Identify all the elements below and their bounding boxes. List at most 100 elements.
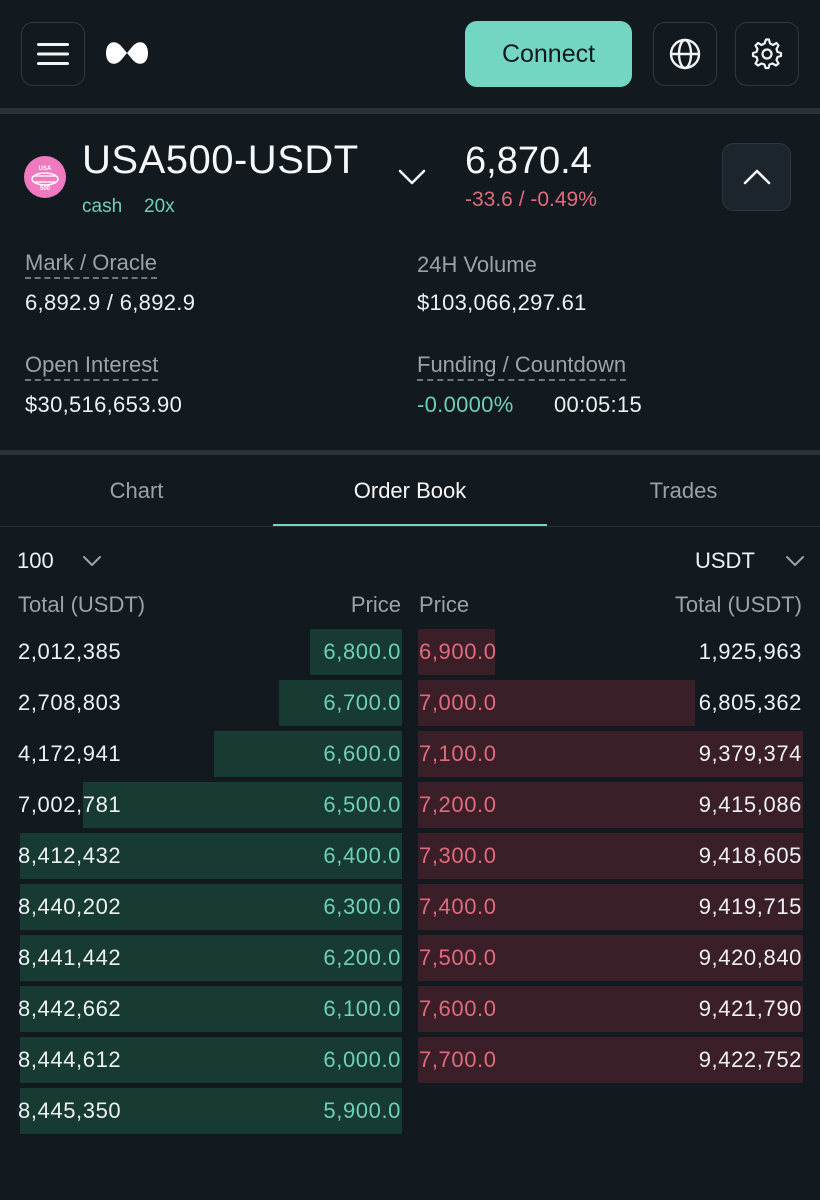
- bid-total[interactable]: 8,445,350: [18, 1098, 122, 1123]
- price-change: -33.6 / -0.49%: [465, 188, 597, 211]
- grouping-value: 100: [17, 548, 54, 573]
- collapse-button[interactable]: [722, 143, 791, 211]
- usa500-coin-icon: USA 500: [27, 159, 63, 195]
- volume-value: $103,066,297.61: [417, 290, 587, 315]
- tab-chart[interactable]: Chart: [109, 478, 164, 503]
- bid-depth-bar: [20, 935, 402, 981]
- ask-price[interactable]: 7,300.0: [419, 843, 497, 868]
- bid-price[interactable]: 6,600.0: [323, 741, 401, 766]
- ask-depth-bar: [418, 935, 803, 981]
- chevron-down-icon[interactable]: [785, 555, 805, 567]
- bid-total[interactable]: 2,708,803: [18, 690, 122, 715]
- ask-price[interactable]: 7,600.0: [419, 996, 497, 1021]
- ask-price[interactable]: 7,100.0: [419, 741, 497, 766]
- bid-price[interactable]: 6,500.0: [323, 792, 401, 817]
- market-type-tag: cash: [82, 196, 123, 217]
- unit-select[interactable]: USDT: [695, 548, 755, 574]
- language-button[interactable]: [653, 22, 717, 86]
- ask-total[interactable]: 9,419,715: [698, 894, 802, 919]
- bid-total[interactable]: 8,440,202: [18, 894, 122, 919]
- bid-depth-bar: [20, 1037, 402, 1083]
- bid-price[interactable]: 6,400.0: [323, 843, 401, 868]
- stats-divider: [0, 450, 820, 455]
- ask-depth-bar: [418, 731, 803, 777]
- chevron-down-icon[interactable]: [398, 168, 426, 186]
- bid-total-header: Total (USDT): [18, 592, 146, 617]
- bid-total[interactable]: 8,412,432: [18, 843, 122, 868]
- tab-order-book[interactable]: Order Book: [353, 478, 467, 503]
- mark-oracle-label[interactable]: Mark / Oracle: [25, 250, 158, 279]
- brand-logo-icon[interactable]: [104, 37, 150, 69]
- bid-depth-bar: [20, 833, 402, 879]
- header-divider: [0, 108, 820, 114]
- ask-price[interactable]: 7,400.0: [419, 894, 497, 919]
- leverage-tag: 20x: [144, 196, 175, 217]
- open-interest-label[interactable]: Open Interest: [25, 352, 159, 381]
- funding-label[interactable]: Funding / Countdown: [417, 352, 627, 381]
- ask-total[interactable]: 6,805,362: [698, 690, 802, 715]
- bid-price[interactable]: 6,000.0: [323, 1047, 401, 1072]
- active-tab-indicator: [273, 524, 547, 526]
- ask-total[interactable]: 9,418,605: [698, 843, 802, 868]
- ask-total[interactable]: 9,421,790: [698, 996, 802, 1021]
- funding-rate: -0.0000%: [417, 392, 514, 417]
- svg-text:USA: USA: [39, 166, 52, 172]
- chevron-up-icon: [743, 169, 770, 185]
- ask-total[interactable]: 9,415,086: [698, 792, 802, 817]
- bid-depth-bar: [20, 884, 402, 930]
- ask-total[interactable]: 1,925,963: [698, 639, 802, 664]
- market-pair[interactable]: USA500-USDT: [82, 138, 359, 182]
- ask-price[interactable]: 7,200.0: [419, 792, 497, 817]
- menu-button[interactable]: [21, 22, 85, 86]
- bid-price[interactable]: 6,700.0: [323, 690, 401, 715]
- bid-depth-bar: [279, 680, 402, 726]
- ask-total[interactable]: 9,379,374: [698, 741, 802, 766]
- bid-total[interactable]: 7,002,781: [18, 792, 122, 817]
- bid-depth-bar: [20, 986, 402, 1032]
- ask-price[interactable]: 7,700.0: [419, 1047, 497, 1072]
- settings-button[interactable]: [735, 22, 799, 86]
- bid-total[interactable]: 2,012,385: [18, 639, 122, 664]
- connect-button[interactable]: Connect: [465, 21, 632, 87]
- ask-total[interactable]: 9,420,840: [698, 945, 802, 970]
- ask-price[interactable]: 7,500.0: [419, 945, 497, 970]
- ask-depth-bar: [418, 833, 803, 879]
- bid-total[interactable]: 8,442,662: [18, 996, 122, 1021]
- bid-depth-bar: [20, 1088, 402, 1134]
- bid-price[interactable]: 5,900.0: [323, 1098, 401, 1123]
- bid-price-header: Price: [350, 592, 401, 617]
- open-interest-value: $30,516,653.90: [25, 392, 183, 417]
- globe-icon: [669, 38, 701, 70]
- ask-price[interactable]: 7,000.0: [419, 690, 497, 715]
- ask-depth-bar: [418, 782, 803, 828]
- bid-total[interactable]: 8,444,612: [18, 1047, 122, 1072]
- unit-value: USDT: [695, 548, 755, 573]
- ask-depth-bar: [418, 884, 803, 930]
- ask-depth-bar: [418, 986, 803, 1032]
- gear-icon: [751, 38, 783, 70]
- bid-price[interactable]: 6,800.0: [323, 639, 401, 664]
- market-logo: USA 500: [24, 156, 66, 198]
- bid-total[interactable]: 4,172,941: [18, 741, 122, 766]
- top-bar: Connect: [0, 0, 820, 108]
- bid-price[interactable]: 6,200.0: [323, 945, 401, 970]
- tab-bar-divider: [0, 526, 820, 527]
- mark-oracle-value: 6,892.9 / 6,892.9: [25, 290, 196, 315]
- volume-label: 24H Volume: [417, 252, 537, 277]
- tab-trades[interactable]: Trades: [649, 478, 718, 503]
- grouping-select[interactable]: 100: [17, 548, 54, 574]
- ask-depth-bar: [418, 680, 695, 726]
- last-price: 6,870.4: [465, 140, 592, 182]
- bid-price[interactable]: 6,300.0: [323, 894, 401, 919]
- ask-price[interactable]: 6,900.0: [419, 639, 497, 664]
- ask-total-header: Total (USDT): [674, 592, 802, 617]
- hamburger-menu-icon: [37, 43, 69, 65]
- bid-price[interactable]: 6,100.0: [323, 996, 401, 1021]
- ask-total[interactable]: 9,422,752: [698, 1047, 802, 1072]
- bid-depth-bar: [310, 629, 402, 675]
- bid-total[interactable]: 8,441,442: [18, 945, 122, 970]
- svg-text:500: 500: [40, 186, 51, 192]
- ask-price-header: Price: [419, 592, 470, 617]
- chevron-down-icon[interactable]: [82, 555, 102, 567]
- ask-depth-bar: [418, 629, 495, 675]
